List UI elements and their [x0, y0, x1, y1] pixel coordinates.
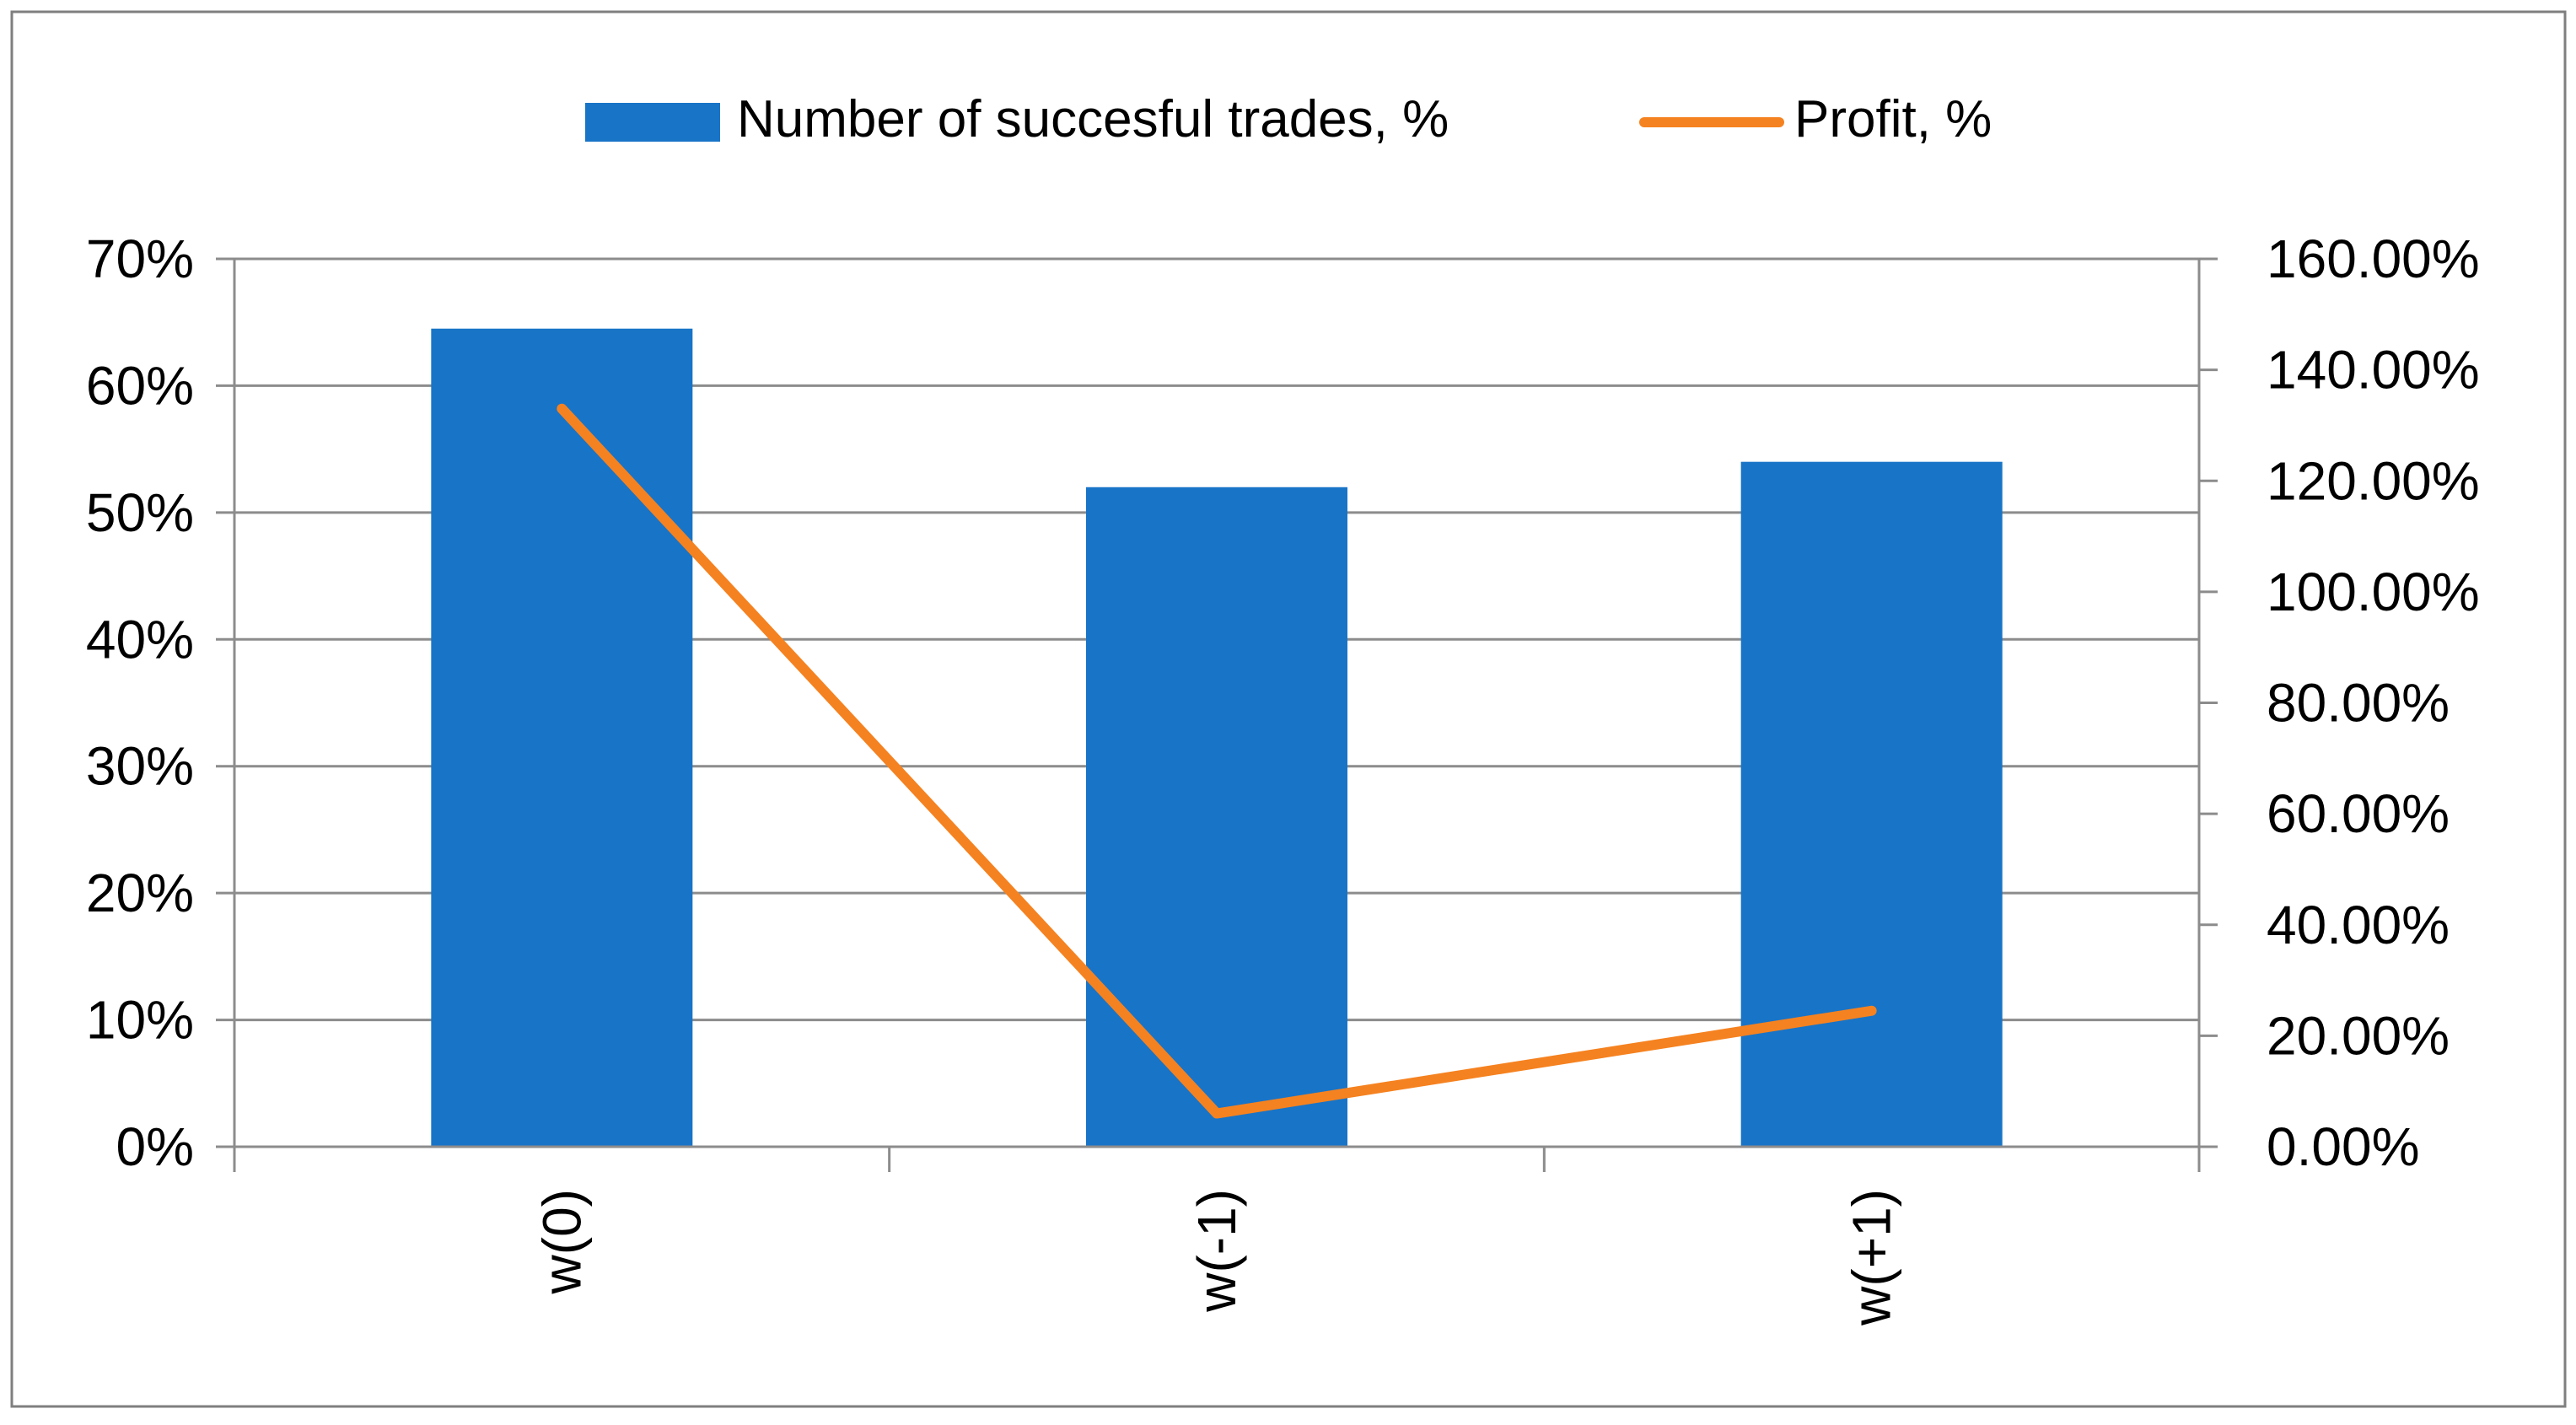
legend-line-label: Profit, %: [1794, 90, 1992, 148]
right-tick-label: 60.00%: [2267, 783, 2450, 844]
bar-series: [431, 328, 2003, 1147]
legend: Number of succesful trades, % Profit, %: [585, 90, 1992, 148]
bar-w(+1): [1740, 461, 2003, 1147]
left-tick-label: 20%: [86, 863, 194, 923]
right-tick-label: 120.00%: [2267, 450, 2480, 511]
left-tick-label: 40%: [86, 609, 194, 669]
left-tick-label: 30%: [86, 736, 194, 797]
right-tick-label: 160.00%: [2267, 229, 2480, 289]
right-tick-label: 0.00%: [2267, 1116, 2419, 1177]
profit-line: [557, 403, 1877, 1119]
left-tick-label: 60%: [86, 355, 194, 416]
left-tick-label: 70%: [86, 229, 194, 289]
category-label: w(0): [531, 1189, 592, 1294]
right-tick-label: 40.00%: [2267, 895, 2450, 955]
bar-w(0): [431, 328, 693, 1147]
left-tick-label: 0%: [116, 1116, 195, 1177]
right-tick-label: 80.00%: [2267, 673, 2450, 734]
left-tick-label: 10%: [86, 990, 194, 1051]
bar-w(-1): [1086, 487, 1347, 1147]
left-tick-label: 50%: [86, 482, 194, 543]
category-label: w(+1): [1842, 1189, 1902, 1326]
right-tick-label: 140.00%: [2267, 340, 2480, 401]
right-tick-label: 20.00%: [2267, 1005, 2450, 1066]
axes: [216, 257, 2218, 1172]
right-tick-label: 100.00%: [2267, 562, 2480, 622]
legend-bar-label: Number of succesful trades, %: [737, 90, 1449, 148]
line-series: [557, 403, 1877, 1119]
category-label: w(-1): [1186, 1189, 1247, 1313]
tick-labels: 0% 10% 20% 30% 40% 50% 60% 70% 0.00% 20.00% 40.00%…: [86, 229, 2480, 1326]
legend-bar-swatch: [585, 103, 720, 142]
